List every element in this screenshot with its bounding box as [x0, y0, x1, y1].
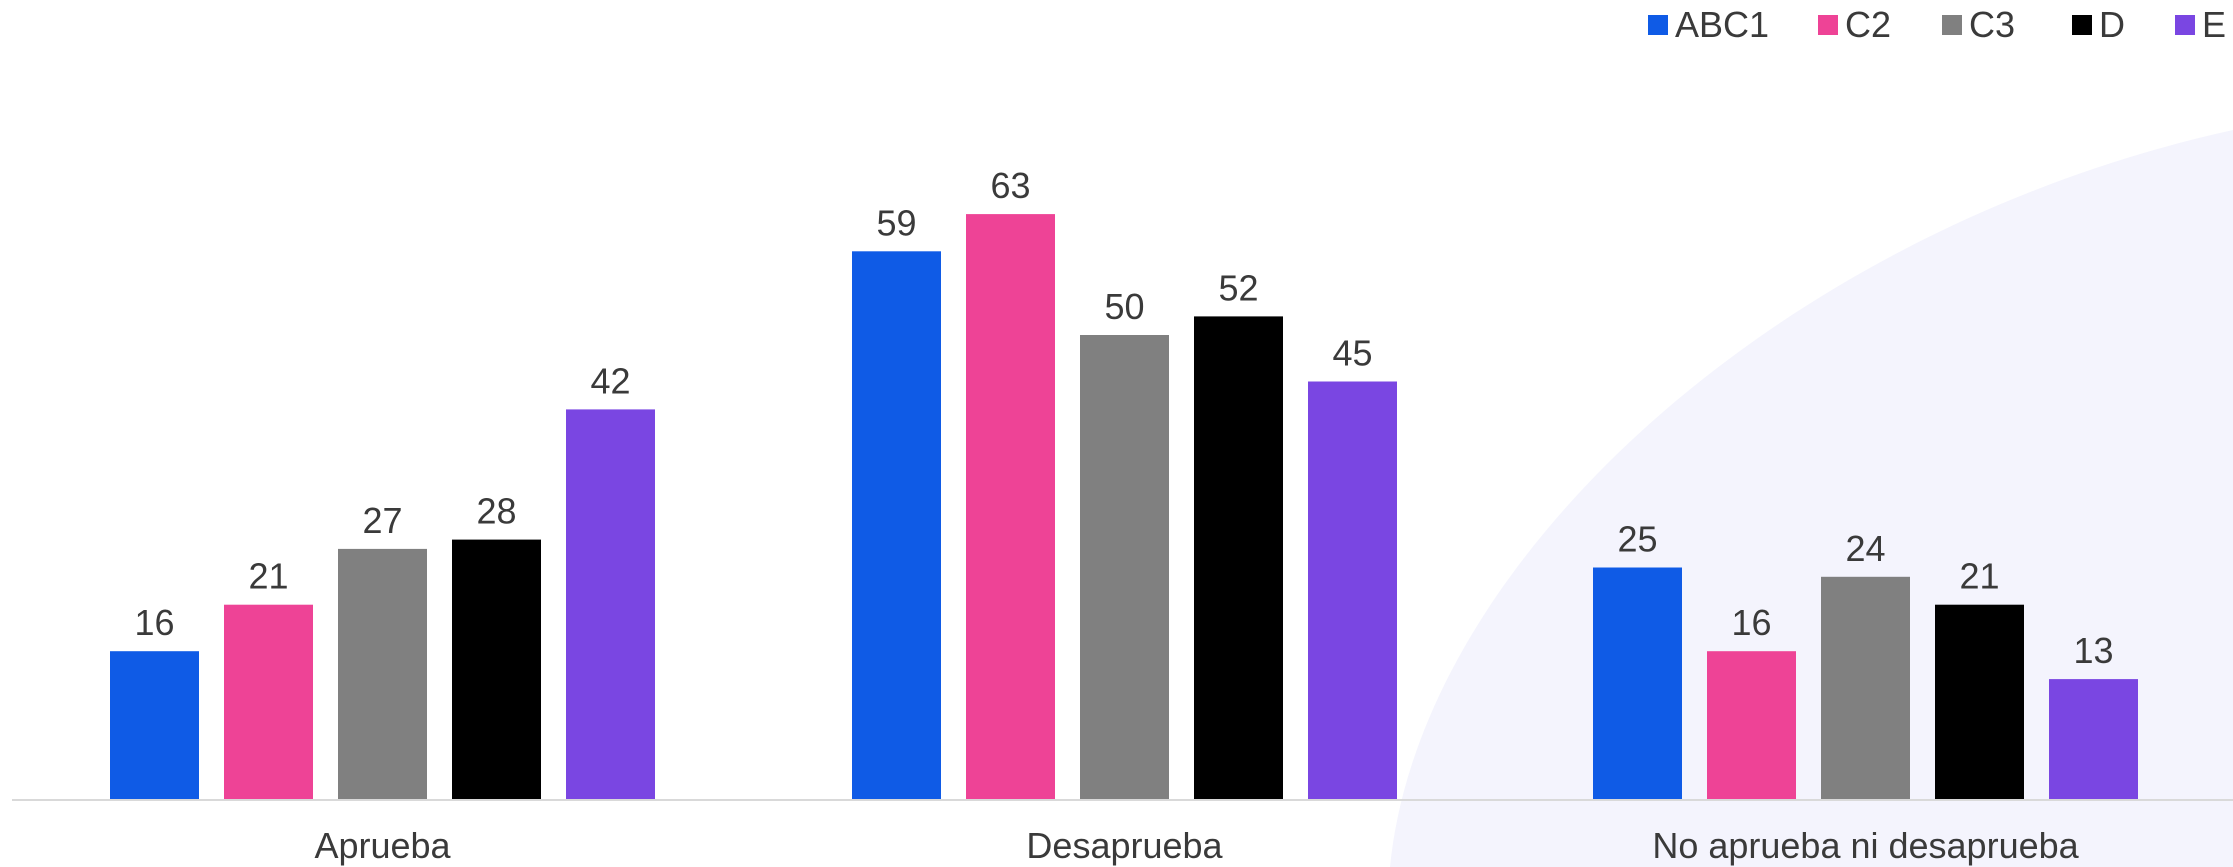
legend-label: ABC1	[1675, 4, 1769, 45]
bar-e-3	[2049, 679, 2138, 800]
bars	[110, 214, 2138, 801]
bar-c2-1	[224, 604, 313, 800]
data-label: 16	[134, 602, 174, 643]
bar-d-3	[1935, 604, 2024, 800]
data-label: 25	[1617, 519, 1657, 560]
legend-swatch	[2072, 15, 2092, 35]
bar-c3-3	[1821, 576, 1910, 800]
legend-item-c2: C2	[1818, 4, 1891, 45]
bar-d-2	[1194, 316, 1283, 800]
data-label: 13	[2073, 630, 2113, 671]
data-label: 59	[876, 202, 916, 243]
legend-swatch	[1942, 15, 1962, 35]
legend-label: C2	[1845, 4, 1891, 45]
legend-label: C3	[1969, 4, 2015, 45]
data-label: 45	[1332, 333, 1372, 374]
bar-e-1	[566, 409, 655, 800]
legend-item-c3: C3	[1942, 4, 2015, 45]
bar-c2-3	[1707, 651, 1796, 800]
data-label: 28	[476, 491, 516, 532]
category-label: No aprueba ni desaprueba	[1652, 825, 2079, 866]
legend-swatch	[1648, 15, 1668, 35]
bar-c3-2	[1080, 335, 1169, 800]
data-labels: 16 21 27 28 42 59 63 50 52 45 25 16 24 21 13	[134, 165, 2113, 671]
data-label: 21	[248, 556, 288, 597]
bar-abc1-1	[110, 651, 199, 800]
category-labels: Aprueba Desaprueba No aprueba ni desaprueb…	[314, 825, 2079, 866]
data-label: 52	[1218, 267, 1258, 308]
category-label: Desaprueba	[1026, 825, 1223, 866]
legend-swatch	[2175, 15, 2195, 35]
data-label: 63	[990, 165, 1030, 206]
bar-abc1-3	[1593, 567, 1682, 800]
bar-c2-2	[966, 214, 1055, 801]
bar-abc1-2	[852, 251, 941, 801]
category-label: Aprueba	[314, 825, 451, 866]
legend-swatch	[1818, 15, 1838, 35]
legend: ABC1 C2 C3 D E	[1648, 4, 2226, 45]
data-label: 27	[362, 500, 402, 541]
data-label: 50	[1104, 286, 1144, 327]
data-label: 24	[1845, 528, 1885, 569]
legend-label: D	[2099, 4, 2125, 45]
data-label: 21	[1959, 556, 1999, 597]
legend-item-d: D	[2072, 4, 2125, 45]
legend-item-abc1: ABC1	[1648, 4, 1769, 45]
data-label: 16	[1731, 602, 1771, 643]
bar-c3-1	[338, 548, 427, 800]
legend-label: E	[2202, 4, 2226, 45]
bar-e-2	[1308, 381, 1397, 800]
legend-item-e: E	[2175, 4, 2226, 45]
data-label: 42	[590, 360, 630, 401]
bar-d-1	[452, 539, 541, 800]
